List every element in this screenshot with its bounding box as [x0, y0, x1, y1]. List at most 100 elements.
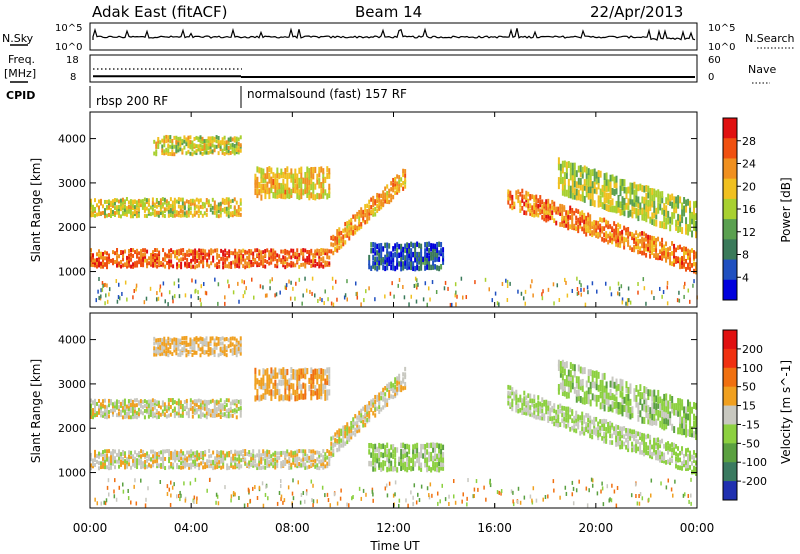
power-cell	[276, 171, 279, 178]
velocity-speckle	[183, 481, 185, 486]
velocity-cell	[551, 405, 554, 411]
power-cell	[151, 201, 154, 206]
velocity-cell	[641, 392, 644, 400]
power-cell	[635, 188, 638, 196]
power-cell	[509, 190, 512, 196]
velocity-cell	[199, 399, 202, 404]
velocity-cell	[691, 454, 694, 460]
power-cell	[573, 192, 576, 200]
velocity-cell	[322, 454, 325, 459]
power-cell	[396, 190, 399, 195]
power-cell	[207, 199, 210, 204]
velocity-cell	[114, 465, 117, 470]
velocity-cell	[128, 450, 131, 455]
velocity-speckle	[428, 495, 431, 500]
power-cell	[543, 201, 546, 207]
velocity-cell	[92, 464, 95, 469]
velocity-cell	[170, 455, 173, 460]
velocity-cell	[368, 417, 371, 423]
power-speckle	[259, 284, 262, 289]
velocity-cell	[691, 426, 694, 434]
power-cell	[203, 142, 206, 147]
power-speckle	[237, 281, 239, 286]
velocity-cell	[605, 381, 608, 389]
power-cell	[637, 244, 640, 250]
velocity-cell	[199, 411, 202, 416]
velocity-cell	[122, 457, 125, 462]
velocity-cell	[175, 337, 178, 342]
velocity-cell	[230, 461, 233, 466]
freq-left-tick-bottom: 8	[70, 72, 76, 83]
power-cell	[426, 246, 429, 252]
velocity-cell	[207, 399, 210, 404]
velocity-cell	[239, 339, 242, 344]
power-cell	[131, 199, 134, 204]
power-cell	[681, 202, 684, 210]
power-cell	[137, 213, 140, 218]
power-cell	[266, 172, 269, 179]
velocity-cell	[233, 350, 236, 355]
power-cell	[132, 248, 135, 253]
velocity-cell	[130, 450, 133, 455]
velocity-cell	[603, 392, 606, 400]
power-cell	[143, 206, 146, 211]
power-cell	[300, 172, 303, 179]
velocity-cell	[683, 462, 686, 468]
power-cell	[157, 145, 160, 149]
velocity-cell	[589, 433, 592, 439]
power-cell	[169, 208, 172, 212]
power-cell	[320, 192, 323, 199]
velocity-cell	[274, 392, 277, 399]
velocity-cell	[142, 449, 145, 454]
velocity-cell	[521, 410, 524, 416]
power-cell	[645, 209, 648, 217]
power-speckle	[224, 295, 226, 300]
power-cell	[294, 172, 297, 180]
velocity-cell	[94, 463, 97, 468]
velocity-cell	[278, 368, 281, 375]
velocity-cell	[392, 385, 395, 390]
power-cell	[687, 224, 690, 232]
power-cell	[135, 206, 138, 211]
power-cell	[194, 257, 197, 262]
power-cell	[193, 202, 196, 207]
velocity-cell	[358, 417, 361, 423]
power-cell	[153, 209, 156, 214]
velocity-cell	[673, 447, 676, 453]
velocity-cell	[133, 414, 136, 419]
velocity-cell	[219, 346, 222, 351]
power-cell	[635, 241, 638, 246]
velocity-cell	[209, 339, 212, 343]
power-cell	[627, 231, 630, 237]
power-cell	[693, 213, 696, 221]
power-cell	[390, 264, 393, 271]
power-cell	[569, 173, 572, 181]
power-cell	[318, 252, 321, 257]
velocity-cell	[106, 449, 109, 454]
power-cell	[585, 171, 588, 179]
power-cell	[643, 243, 646, 249]
velocity-cell	[134, 460, 137, 465]
velocity-cell	[154, 451, 157, 456]
power-cell	[215, 204, 218, 209]
power-cell	[424, 252, 427, 258]
velocity-cell	[358, 414, 361, 420]
velocity-cell	[210, 453, 213, 458]
velocity-cell	[591, 374, 594, 382]
power-cell	[647, 238, 650, 244]
velocity-cell	[639, 449, 642, 455]
velocity-cell	[147, 407, 150, 412]
velocity-cell	[227, 407, 230, 412]
velocity-cell	[181, 413, 184, 418]
power-cell	[643, 196, 646, 204]
power-cell	[134, 263, 137, 268]
power-cell	[147, 202, 150, 207]
velocity-cell	[206, 459, 209, 464]
velocity-cell	[631, 429, 634, 435]
power-cell	[410, 256, 413, 262]
power-cell	[312, 263, 315, 268]
power-cell	[567, 191, 570, 199]
power-cell	[382, 264, 385, 271]
power-cell	[135, 210, 138, 215]
power-cell	[222, 261, 225, 266]
